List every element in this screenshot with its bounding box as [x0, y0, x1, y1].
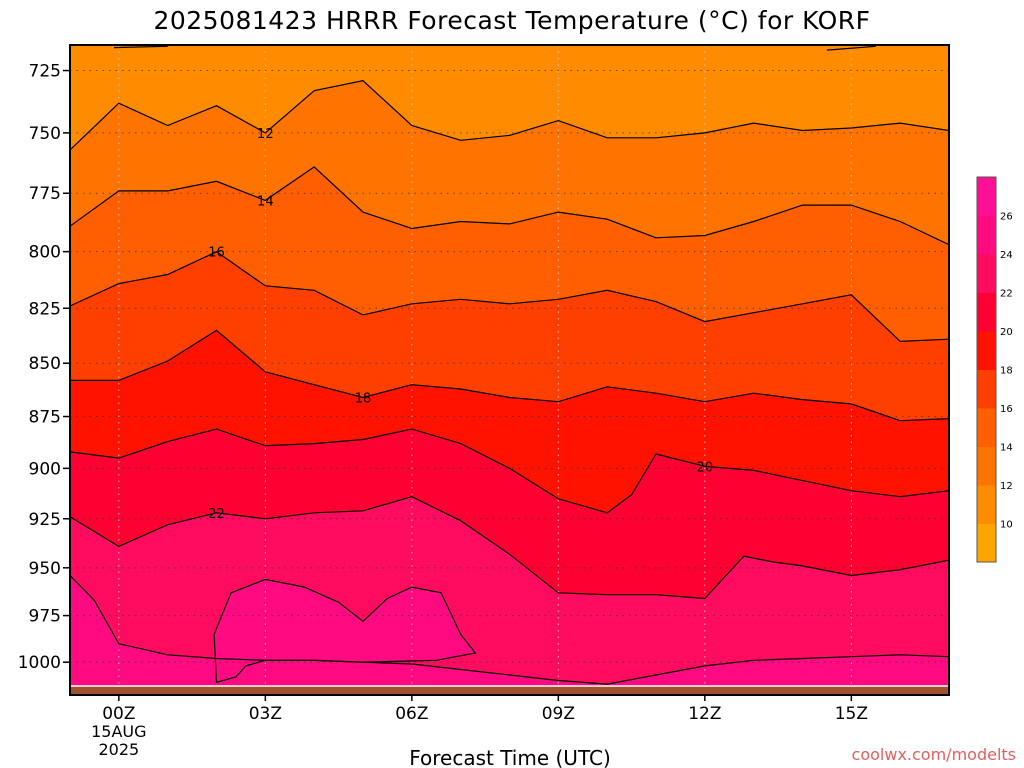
- colorbar-tick-label: 20: [1000, 327, 1013, 338]
- colorbar-tick-label: 26: [1000, 212, 1013, 223]
- y-tick-label: 825: [29, 299, 61, 319]
- colorbar-swatch: [977, 215, 996, 255]
- plot-area: [70, 45, 949, 695]
- isotherm-line: [70, 80, 949, 151]
- colorbar-swatch: [977, 485, 996, 524]
- colorbar-swatch: [977, 331, 996, 370]
- y-tick-label: 800: [29, 243, 61, 263]
- y-tick-label: 750: [29, 124, 61, 144]
- x-tick-label: 12Z: [688, 704, 721, 724]
- colorbar-tick-label: 12: [1000, 481, 1013, 492]
- isotherm-label: 14: [257, 194, 274, 209]
- colorbar-tick-label: 22: [1000, 289, 1013, 300]
- colorbar-swatch: [977, 177, 996, 216]
- isotherm-line: [70, 496, 949, 600]
- colorbar-frame: [976, 176, 997, 563]
- x-tick-label: 15Z: [835, 704, 868, 724]
- isotherm-line: [70, 428, 949, 514]
- colorbar-swatch: [977, 446, 996, 486]
- x-tick-label: 00Z: [102, 704, 135, 724]
- colorbar-tick-label: 14: [1000, 443, 1013, 454]
- colorbar-swatch: [977, 292, 996, 332]
- isotherm-label: 16: [208, 246, 225, 261]
- x-date-label: 2025: [98, 740, 139, 759]
- isotherm-line: [70, 575, 949, 685]
- y-tick-label: 850: [29, 354, 61, 374]
- colorbar: 10 12 14 16 18 20 22 24 26: [976, 176, 1013, 563]
- y-tick-label: 775: [29, 184, 61, 204]
- y-tick-label: 900: [29, 459, 61, 479]
- y-axis: 725 750 775 800 825 850 875 900 925 950 975 1000: [18, 62, 70, 673]
- ground-surface: [70, 685, 949, 695]
- y-tick-label: 975: [29, 607, 61, 627]
- isotherm-label: 20: [697, 460, 714, 475]
- isotherm-line: [113, 45, 168, 49]
- colorbar-tick-label: 10: [1000, 520, 1013, 531]
- isotherm-line: [70, 251, 949, 343]
- x-date-label: 15AUG: [91, 722, 146, 741]
- isotherm-line: [213, 578, 477, 684]
- x-tick-label: 06Z: [395, 704, 428, 724]
- credit-text: coolwx.com/modelts: [852, 745, 1016, 764]
- plot-frame: [69, 44, 950, 696]
- colorbar-tick-label: 16: [1000, 404, 1013, 415]
- colorbar-tick-label: 24: [1000, 250, 1013, 261]
- isotherm-label: 22: [208, 507, 225, 522]
- colorbar-swatch: [977, 523, 996, 563]
- contour-lines: 12 14 16 18 20 22: [70, 45, 949, 685]
- y-tick-label: 1000: [18, 653, 61, 673]
- x-axis-title: Forecast Time (UTC): [409, 746, 611, 768]
- temperature-band-fill: [70, 575, 949, 695]
- y-tick-label: 725: [29, 62, 61, 82]
- y-tick-label: 875: [29, 408, 61, 428]
- y-tick-label: 950: [29, 559, 61, 579]
- colorbar-swatch: [977, 408, 996, 447]
- isotherm-line: [70, 329, 949, 422]
- isotherm-label: 18: [355, 391, 372, 406]
- colorbar-swatch: [977, 254, 996, 293]
- isotherm-line: [826, 45, 876, 51]
- grid: [70, 45, 949, 695]
- ground: [70, 685, 949, 695]
- colorbar-swatch: [977, 369, 996, 409]
- x-tick-label: 03Z: [249, 704, 282, 724]
- isotherm-line: [70, 166, 949, 246]
- chart-title: 2025081423 HRRR Forecast Temperature (°C…: [153, 6, 870, 35]
- temperature-band-fill: [214, 579, 476, 683]
- colorbar-tick-label: 18: [1000, 366, 1013, 377]
- y-tick-label: 925: [29, 510, 61, 530]
- isotherm-label: 12: [257, 127, 274, 142]
- x-tick-label: 09Z: [542, 704, 575, 724]
